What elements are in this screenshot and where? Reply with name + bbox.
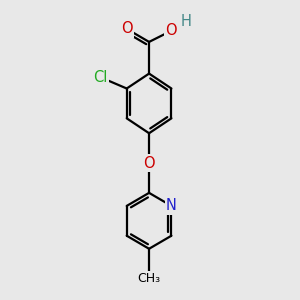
Text: CH₃: CH₃ (137, 272, 160, 285)
Text: O: O (166, 23, 177, 38)
Text: H: H (181, 14, 192, 29)
Text: Cl: Cl (93, 70, 108, 85)
Text: O: O (143, 155, 155, 170)
Text: O: O (121, 21, 133, 36)
Text: N: N (166, 198, 177, 213)
